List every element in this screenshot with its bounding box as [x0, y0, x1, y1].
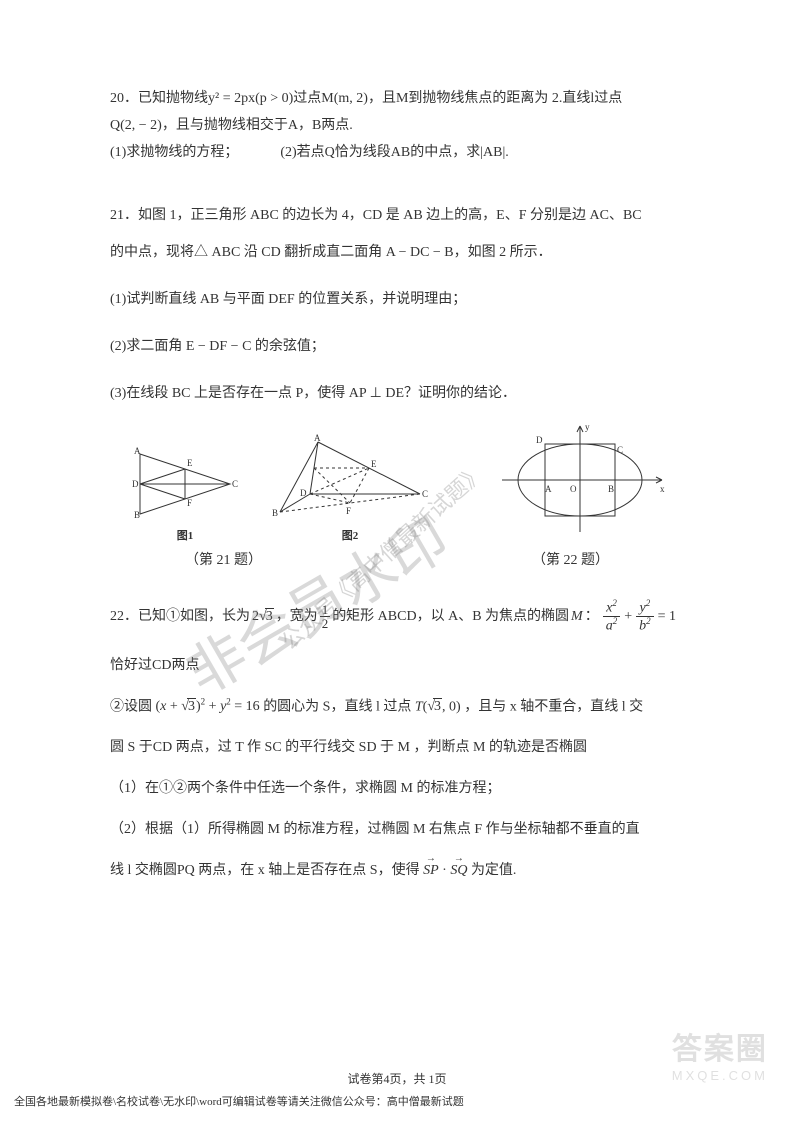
- figure-2: A B C D E F 图2: [270, 434, 430, 545]
- svg-text:O: O: [570, 484, 577, 494]
- svg-text:F: F: [187, 498, 192, 508]
- q21-p1: 21．如图 1，正三角形 ABC 的边长为 4，CD 是 AB 边上的高，E、F…: [110, 205, 684, 226]
- plus: +: [624, 606, 632, 627]
- q22-colon: ：: [585, 606, 599, 627]
- q22-lead-b: ，宽为: [276, 606, 318, 627]
- svg-text:C: C: [422, 489, 428, 499]
- q21-p2: 的中点，现将△ ABC 沿 CD 翻折成直二面角 A − DC − B，如图 2…: [110, 242, 684, 263]
- figure-1: A B C D E F 图1: [130, 444, 240, 545]
- q22-tail1: 恰好过CD两点: [110, 655, 684, 676]
- watermark-logo: 答案圈 MXQE.COM: [672, 1024, 768, 1083]
- figures-row: A B C D E F 图1: [130, 420, 684, 544]
- svg-text:C: C: [617, 445, 623, 455]
- caption-21: （第 21 题）: [110, 550, 337, 571]
- svg-text:A: A: [134, 446, 141, 456]
- q20-line2: Q(2, − 2)，且与抛物线相交于A，B两点.: [110, 115, 684, 136]
- q21-sub3: (3)在线段 BC 上是否存在一点 P，使得 AP ⊥ DE？证明你的结论．: [110, 383, 684, 404]
- q22-2sqrt3: 23: [252, 606, 274, 627]
- q22-sub2a: （2）根据（1）所得椭圆 M 的标准方程，过椭圆 M 右焦点 F 作与坐标轴都不…: [110, 819, 684, 840]
- svg-text:B: B: [608, 484, 614, 494]
- q22-lead-a: 22．已知①如图，长为: [110, 606, 250, 627]
- q22-sub1: （1）在①②两个条件中任选一个条件，求椭圆 M 的标准方程；: [110, 778, 684, 799]
- q22-lead-c: 的矩形 ABCD，以 A、B 为焦点的椭圆: [332, 606, 569, 627]
- q22-eq-tail: = 1: [658, 606, 676, 627]
- svg-text:C: C: [232, 479, 238, 489]
- svg-text:F: F: [346, 506, 351, 516]
- svg-text:D: D: [536, 435, 543, 445]
- svg-text:E: E: [371, 459, 377, 469]
- vec-sq: SQ: [450, 860, 467, 881]
- svg-text:D: D: [132, 479, 139, 489]
- q22-half: 1 2: [320, 603, 331, 631]
- q22-line1: 22．已知①如图，长为 23 ，宽为 1 2 的矩形 ABCD，以 A、B 为焦…: [110, 599, 684, 635]
- fig2-label: 图2: [270, 528, 430, 545]
- svg-text:B: B: [272, 508, 278, 518]
- q20-line1: 20．已知抛物线y² = 2px(p > 0)过点M(m, 2)，且M到抛物线焦…: [110, 88, 684, 109]
- bottom-note: 全国各地最新模拟卷\名校试卷\无水印\word可编辑试卷等请关注微信公众号：高中…: [14, 1093, 464, 1109]
- q22-frac-y: y2 b2: [636, 599, 654, 635]
- caption-22: （第 22 题）: [457, 550, 684, 571]
- svg-text:A: A: [314, 434, 321, 443]
- q20-line3: (1)求抛物线的方程； (2)若点Q恰为线段AB的中点，求|AB|.: [110, 142, 684, 163]
- svg-text:B: B: [134, 510, 140, 520]
- q21-sub2: (2)求二面角 E − DF − C 的余弦值；: [110, 336, 684, 357]
- figure-captions: （第 21 题） （第 22 题）: [110, 550, 684, 571]
- q22-line3: 圆 S 于CD 两点，过 T 作 SC 的平行线交 SD 于 M ，判断点 M …: [110, 737, 684, 758]
- svg-text:A: A: [545, 484, 552, 494]
- svg-text:D: D: [300, 488, 307, 498]
- svg-text:E: E: [187, 458, 193, 468]
- vec-sp: SP: [423, 860, 439, 881]
- q22-line2: ②设圆 (x + 3)2 + y2 = 16 的圆心为 S，直线 l 过点 T(…: [110, 696, 684, 718]
- q22-M: M: [571, 606, 583, 627]
- q22-sub2b: 线 l 交椭圆PQ 两点，在 x 轴上是否存在点 S，使得 SP · SQ 为定…: [110, 860, 684, 881]
- svg-text:y: y: [585, 422, 590, 432]
- figure-22: D C A B O x y: [490, 420, 670, 544]
- q21-sub1: (1)试判断直线 AB 与平面 DEF 的位置关系，并说明理由；: [110, 289, 684, 310]
- svg-text:x: x: [660, 484, 665, 494]
- q22-frac-x: x2 a2: [603, 599, 621, 635]
- dot: ·: [442, 863, 447, 878]
- fig1-label: 图1: [130, 528, 240, 545]
